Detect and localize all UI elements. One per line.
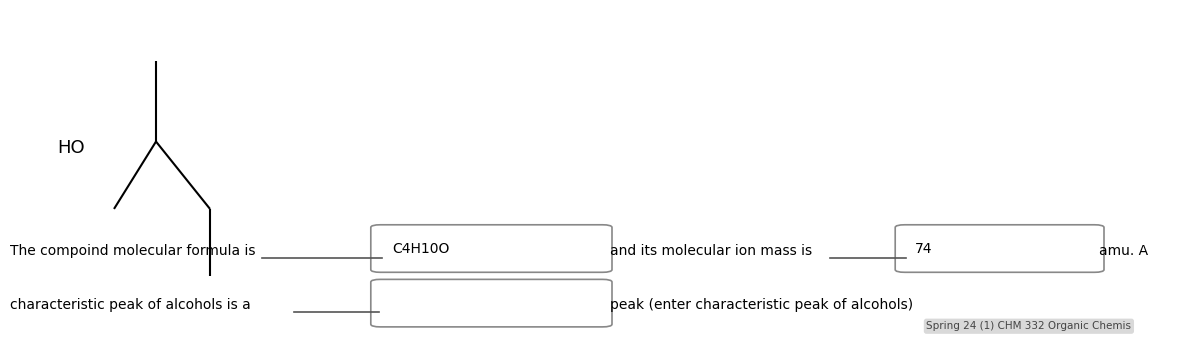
Text: The compoind molecular formula is: The compoind molecular formula is xyxy=(10,244,259,258)
Text: peak (enter characteristic peak of alcohols): peak (enter characteristic peak of alcoh… xyxy=(610,298,913,312)
Text: amu. A: amu. A xyxy=(1099,244,1148,258)
Text: characteristic peak of alcohols is a: characteristic peak of alcohols is a xyxy=(10,298,254,312)
FancyBboxPatch shape xyxy=(371,279,612,327)
FancyBboxPatch shape xyxy=(371,225,612,272)
Text: HO: HO xyxy=(58,139,85,157)
Text: C4H10O: C4H10O xyxy=(392,242,450,255)
Text: 74: 74 xyxy=(914,242,932,255)
Text: Spring 24 (1) CHM 332 Organic Chemis: Spring 24 (1) CHM 332 Organic Chemis xyxy=(926,321,1132,331)
Text: and its molecular ion mass is: and its molecular ion mass is xyxy=(610,244,816,258)
FancyBboxPatch shape xyxy=(895,225,1104,272)
